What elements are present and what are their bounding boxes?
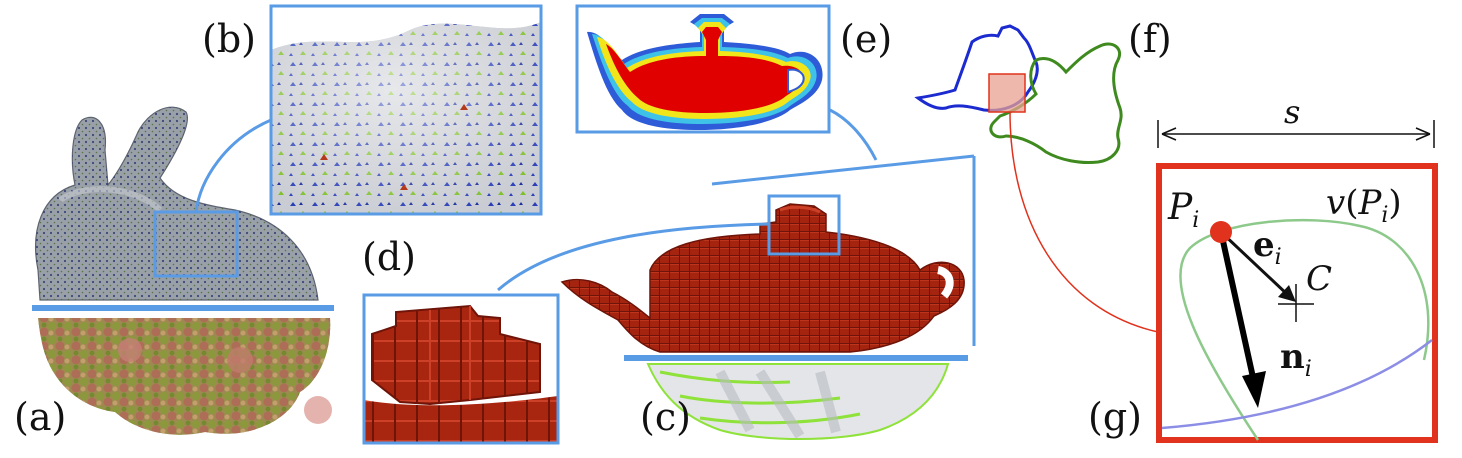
bunny-mesh — [35, 106, 319, 301]
callout-c-to-d — [497, 222, 770, 292]
panel-label-f: (f) — [1128, 17, 1172, 61]
panel-label-e: (e) — [840, 17, 893, 61]
callout-a-to-b — [194, 118, 272, 213]
size-label: s — [1284, 93, 1301, 131]
panel-label-a: (a) — [14, 395, 67, 439]
voronoi-cell-curve — [1179, 218, 1430, 441]
zoomed-surface-glyphs — [271, 6, 541, 214]
panel-label-d: (d) — [362, 235, 416, 279]
zoomed-voxel-lid — [364, 295, 558, 443]
edge-vector-arrow — [1219, 230, 1296, 302]
sample-point — [1210, 221, 1232, 243]
teapot-slice-plane-top — [711, 154, 975, 186]
panel-d-frame — [362, 293, 560, 445]
panel-e-frame — [575, 4, 831, 134]
normal-vector-label: ni — [1280, 337, 1312, 382]
panel-label-c: (c) — [640, 395, 691, 439]
point-label: Pi — [1168, 187, 1200, 233]
bunny-sphere-approximation — [38, 318, 332, 435]
detail-region-box — [988, 73, 1026, 113]
bunny-outline — [989, 42, 1123, 164]
voxel-teapot — [560, 203, 965, 353]
detail-callout-line — [1009, 111, 1159, 333]
center-marker — [1278, 284, 1314, 322]
panel-label-g: (g) — [1088, 395, 1142, 439]
voronoi-label: v(Pi) — [1326, 183, 1402, 228]
surface-curve — [1161, 339, 1433, 430]
size-dimension — [1157, 120, 1435, 148]
voxel-teapot-bottom — [646, 363, 950, 440]
distance-field-heatmap — [577, 6, 829, 132]
panel-label-b: (b) — [202, 17, 256, 61]
teapot-outline — [914, 24, 1039, 112]
panel-b-frame — [269, 4, 543, 216]
detail-frame — [1156, 163, 1438, 443]
normal-vector-arrow — [1218, 231, 1266, 408]
callout-e — [829, 108, 878, 161]
edge-vector-label: ei — [1253, 225, 1282, 270]
center-label: C — [1306, 259, 1333, 299]
